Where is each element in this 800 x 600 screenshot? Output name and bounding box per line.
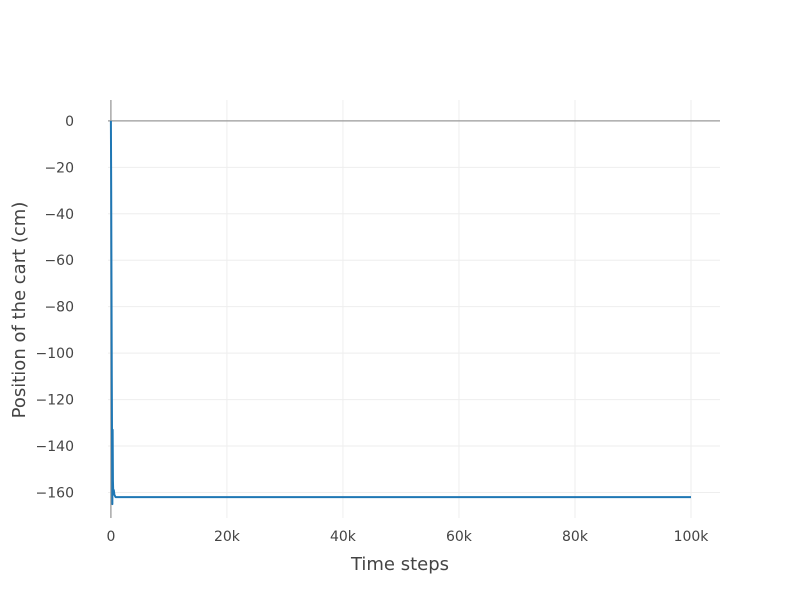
y-tick-label: −160 <box>36 485 74 501</box>
series-line <box>109 120 691 506</box>
x-tick-label: 60k <box>446 529 473 545</box>
y-tick-label: −140 <box>36 439 74 455</box>
y-axis-title: Position of the cart (cm) <box>9 202 30 419</box>
grid-lines <box>108 100 720 518</box>
x-tick-label: 0 <box>106 529 115 545</box>
y-tick-label: −60 <box>44 253 74 269</box>
x-tick-label: 100k <box>674 529 710 545</box>
x-axis-title: Time steps <box>350 554 449 575</box>
y-tick-label: −40 <box>44 207 74 223</box>
x-tick-labels: 0 20k 40k 60k 80k 100k <box>106 529 709 545</box>
y-tick-label: −120 <box>36 393 74 409</box>
series-group <box>109 120 691 506</box>
x-tick-label: 20k <box>214 529 241 545</box>
y-tick-label: −100 <box>36 346 74 362</box>
zero-line-group <box>108 100 720 518</box>
y-tick-label: −20 <box>44 160 74 176</box>
x-tick-label: 40k <box>330 529 357 545</box>
x-tick-label: 80k <box>562 529 589 545</box>
y-tick-label: −80 <box>44 300 74 316</box>
y-tick-label: 0 <box>65 114 74 130</box>
y-tick-labels: 0 −20 −40 −60 −80 −100 −120 −140 −160 <box>36 114 74 502</box>
